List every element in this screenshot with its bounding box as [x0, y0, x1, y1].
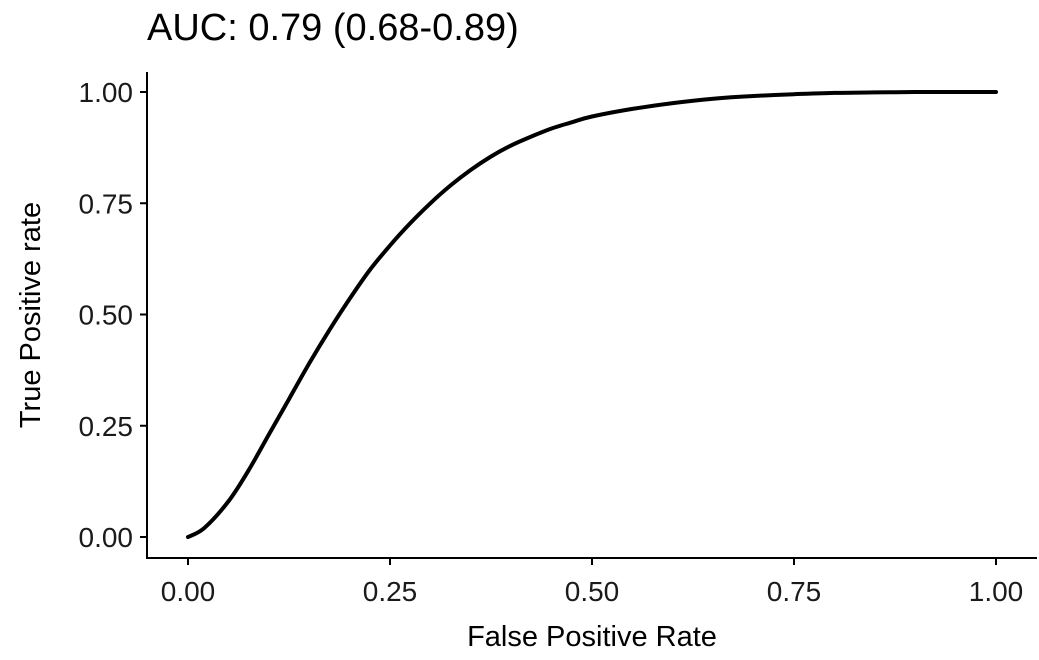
y-tick-label: 0.25	[79, 411, 134, 442]
y-axis-title: True Positive rate	[15, 202, 47, 428]
chart-title: AUC: 0.79 (0.68-0.89)	[147, 7, 519, 49]
axes-layer	[146, 72, 1037, 559]
x-tick-label: 0.50	[565, 576, 620, 607]
x-tick-label: 0.25	[363, 576, 418, 607]
x-ticks-layer: 0.00 0.25 0.50 0.75 1.00	[161, 558, 1024, 607]
y-tick-label: 0.00	[79, 522, 134, 553]
x-tick-label: 0.75	[767, 576, 822, 607]
series-layer	[186, 89, 998, 539]
x-tick-label: 0.00	[161, 576, 216, 607]
x-axis-title: False Positive Rate	[467, 621, 717, 653]
y-tick-label: 1.00	[79, 77, 134, 108]
x-tick-label: 1.00	[969, 576, 1024, 607]
y-ticks-layer: 0.00 0.25 0.50 0.75 1.00	[79, 77, 147, 553]
y-tick-label: 0.75	[79, 188, 134, 219]
y-tick-label: 0.50	[79, 300, 134, 331]
roc-curve-line	[186, 89, 998, 539]
